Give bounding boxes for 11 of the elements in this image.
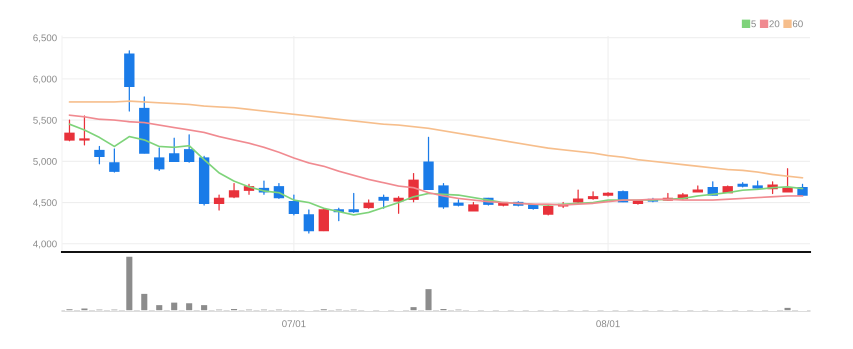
- legend-label: 5: [751, 20, 756, 28]
- legend-label: 60: [792, 20, 803, 28]
- y-tick-label: 4,000: [33, 240, 57, 249]
- y-tick-label: 4,500: [33, 199, 57, 208]
- y-tick-label: 5,500: [33, 116, 57, 125]
- y-tick-label: 5,000: [33, 158, 57, 166]
- x-tick-label: 07/01: [282, 320, 306, 328]
- legend-label: 20: [769, 20, 780, 28]
- y-tick-label: 6,500: [33, 34, 57, 42]
- y-tick-label: 6,000: [33, 76, 57, 84]
- x-tick-label: 08/01: [596, 320, 620, 328]
